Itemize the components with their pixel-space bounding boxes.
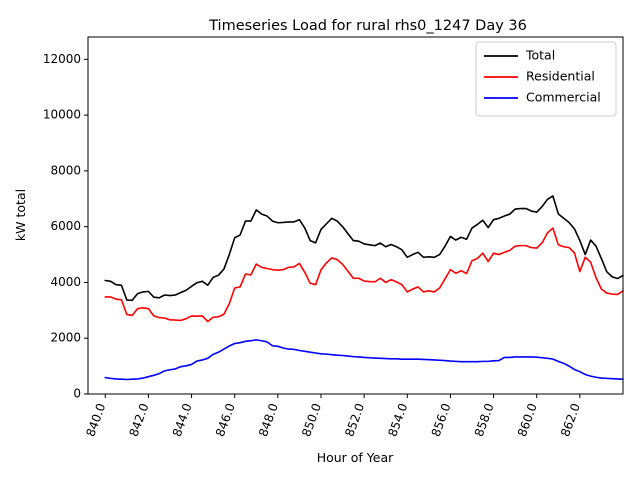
y-tick-label: 2000 — [50, 331, 81, 345]
plot-area-frame — [87, 36, 624, 395]
series-line-commercial — [104, 339, 624, 381]
y-tick-label: 12000 — [43, 52, 81, 66]
y-tick-label: 6000 — [50, 219, 81, 233]
y-axis-ticks: 0 2000 4000 6000 8000 10000 12000 — [43, 52, 88, 401]
y-tick-label: 4000 — [50, 275, 81, 289]
legend: Total Residential Commercial — [475, 41, 617, 117]
legend-label-commercial: Commercial — [526, 90, 601, 105]
x-axis-label: Hour of Year — [317, 450, 394, 465]
chart-title: Timeseries Load for rural rhs0_1247 Day … — [208, 18, 527, 34]
plot-lines — [104, 195, 624, 381]
legend-label-residential: Residential — [526, 69, 595, 84]
y-tick-label: 0 — [73, 387, 81, 401]
series-line-residential — [104, 227, 624, 323]
legend-entries: Total Residential Commercial — [484, 48, 601, 105]
y-tick-label: 10000 — [43, 108, 81, 122]
legend-label-total: Total — [525, 48, 555, 63]
y-axis-label: kW total — [13, 189, 28, 241]
series-line-total — [104, 195, 624, 302]
y-tick-label: 8000 — [50, 163, 81, 177]
